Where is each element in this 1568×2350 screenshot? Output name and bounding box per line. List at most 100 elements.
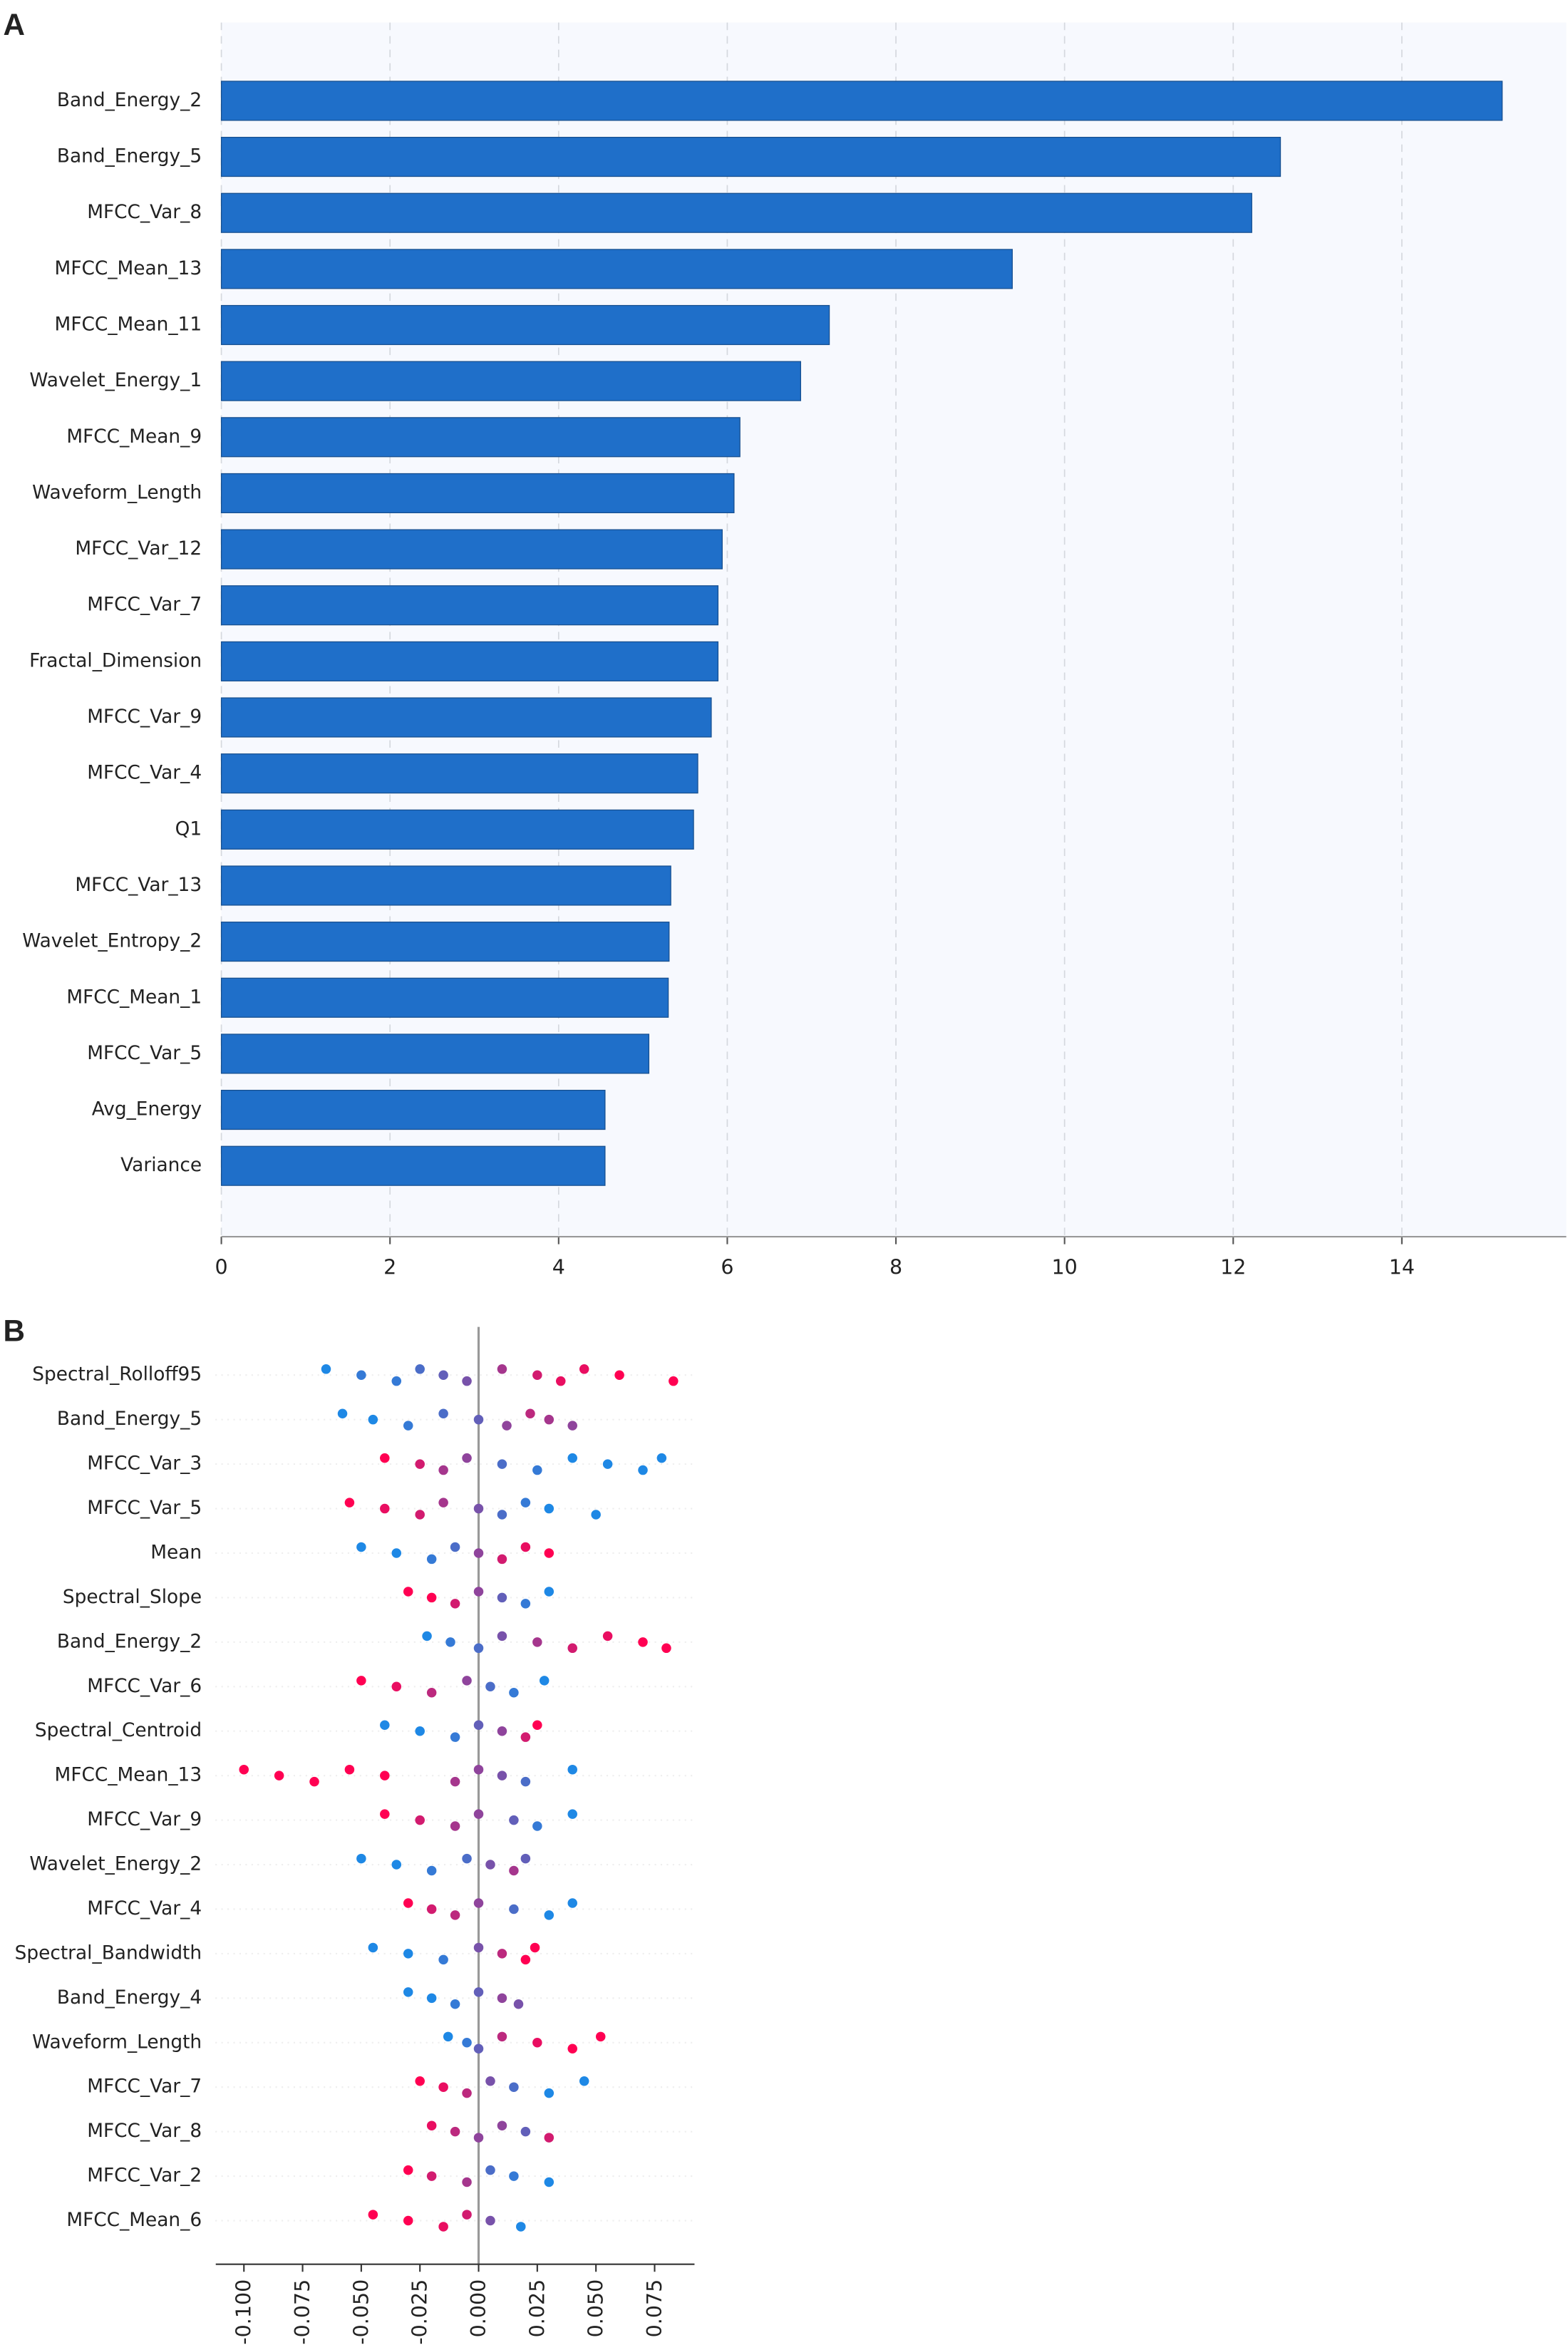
point (544, 2088, 555, 2098)
x-tick-label: -0.050 (349, 2279, 373, 2345)
point (532, 1637, 542, 1647)
point (497, 1726, 507, 1736)
x-tick-label: 0.025 (525, 2279, 549, 2338)
point (579, 1364, 589, 1374)
bar (220, 865, 671, 906)
y-tick-label: MFCC_Var_8 (87, 2120, 202, 2142)
point (497, 1554, 507, 1565)
y-tick-label: MFCC_Mean_11 (55, 314, 202, 336)
point (426, 1904, 437, 1914)
y-tick-label: MFCC_Var_3 (87, 1453, 202, 1475)
point (520, 1853, 531, 1864)
point (445, 1637, 455, 1647)
x-tick-label: -0.075 (291, 2279, 314, 2345)
point (403, 1987, 413, 1997)
point (532, 2038, 542, 2048)
y-tick-label: Band_Energy_5 (57, 1408, 202, 1430)
point (485, 2215, 495, 2226)
point (532, 1465, 542, 1475)
bar (220, 1034, 650, 1074)
point (502, 1421, 512, 1431)
point (638, 1465, 648, 1475)
y-tick-label: Waveform_Length (32, 2031, 202, 2053)
point (513, 1999, 524, 2009)
y-tick-label: MFCC_Mean_13 (55, 258, 202, 279)
point (380, 1809, 390, 1819)
point (450, 1732, 460, 1742)
point (473, 1942, 484, 1953)
point (356, 1542, 366, 1552)
point (462, 1453, 472, 1463)
point (638, 1637, 648, 1647)
point (520, 2126, 531, 2137)
point (391, 1860, 402, 1870)
bar (220, 1145, 606, 1186)
point (344, 1498, 355, 1508)
panel-label: A (4, 8, 25, 41)
point (426, 1592, 437, 1603)
y-tick-label: MFCC_Mean_1 (66, 986, 202, 1008)
point (438, 1954, 448, 1965)
point (356, 1370, 366, 1380)
point (426, 2171, 437, 2181)
point (426, 1993, 437, 2004)
point (337, 1408, 348, 1418)
x-tick-label: -0.100 (232, 2279, 256, 2345)
y-tick-label: Spectral_Bandwidth (15, 1942, 202, 1964)
point (274, 1771, 284, 1780)
point (497, 2031, 507, 2042)
x-tick-label: 0.050 (584, 2279, 608, 2338)
point (567, 1453, 577, 1463)
point (356, 1853, 366, 1864)
x-tick-label: 0.000 (467, 2279, 490, 2338)
point (544, 1910, 555, 1920)
point (344, 1764, 355, 1775)
point (368, 2210, 378, 2220)
x-tick-label: 0.075 (643, 2279, 666, 2338)
point (462, 2210, 472, 2220)
y-tick-label: Wavelet_Entropy_2 (22, 931, 202, 952)
bar (220, 473, 735, 514)
point (485, 1681, 495, 1692)
point (473, 1720, 484, 1731)
point (544, 2133, 555, 2143)
x-tick-label: -0.025 (408, 2279, 432, 2345)
y-tick-label: Spectral_Slope (63, 1587, 202, 1608)
point (602, 1459, 613, 1469)
point (415, 1815, 425, 1825)
point (497, 1364, 507, 1374)
point (567, 1643, 577, 1654)
x-tick-label: 0 (215, 1255, 228, 1279)
y-tick-label: Band_Energy_4 (57, 1987, 202, 2009)
point (462, 1676, 472, 1686)
point (403, 1421, 413, 1431)
point (497, 1993, 507, 2004)
point (438, 1498, 448, 1508)
point (415, 1364, 425, 1374)
bar (220, 81, 1503, 121)
x-tick-label: 8 (889, 1255, 902, 1279)
point (462, 2038, 472, 2048)
point (403, 1898, 413, 1908)
point (426, 1554, 437, 1565)
point (602, 1631, 613, 1642)
point (661, 1643, 671, 1654)
y-tick-label: MFCC_Var_2 (87, 2165, 202, 2187)
bar (220, 977, 669, 1018)
point (403, 2165, 413, 2175)
bar (220, 304, 830, 346)
point (497, 1592, 507, 1603)
point (415, 1459, 425, 1469)
y-tick-label: Spectral_Rolloff95 (32, 1364, 202, 1386)
point (438, 1408, 448, 1418)
x-tick-label: 12 (1220, 1255, 1246, 1279)
point (462, 2177, 472, 2187)
bar (220, 136, 1281, 177)
point (391, 1548, 402, 1558)
point (520, 1599, 531, 1609)
bar (220, 697, 712, 738)
point (595, 2031, 606, 2042)
point (532, 1370, 542, 1380)
point (415, 1510, 425, 1520)
